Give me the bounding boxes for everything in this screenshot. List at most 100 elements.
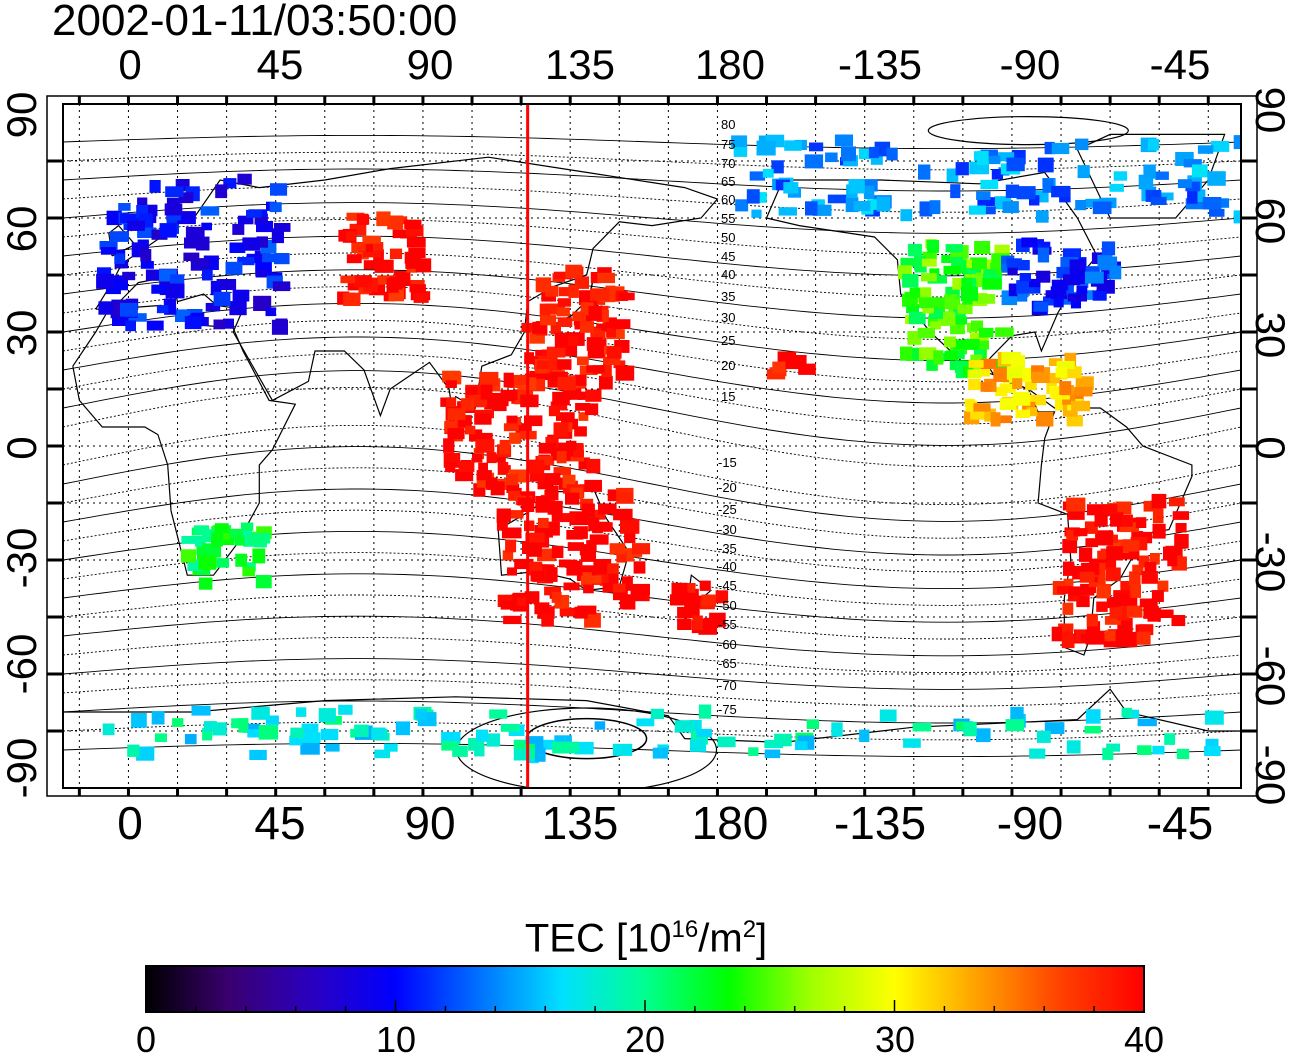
tec-cell xyxy=(1102,504,1118,515)
tec-cell xyxy=(944,351,959,361)
tec-cell xyxy=(603,356,621,365)
tec-cell xyxy=(1112,630,1123,643)
tec-cell xyxy=(652,747,668,759)
tec-cell xyxy=(811,199,825,209)
tec-cell xyxy=(255,269,268,278)
tec-cell xyxy=(164,203,183,216)
tec-cell xyxy=(960,286,978,302)
tec-cell xyxy=(562,388,582,400)
north-magnetic-pole-contour xyxy=(927,116,1129,146)
tec-cell xyxy=(255,259,272,273)
tec-cell xyxy=(349,223,367,236)
tec-cell xyxy=(1005,184,1020,198)
tec-cell xyxy=(812,204,832,216)
tec-cell xyxy=(968,378,981,391)
tec-cell xyxy=(941,254,954,263)
tec-cell xyxy=(1202,197,1222,210)
tec-cell xyxy=(374,749,390,759)
contour-label: 55 xyxy=(721,211,736,226)
tec-cell xyxy=(605,317,617,333)
tec-cell xyxy=(256,236,268,248)
bottom-lon-tick: 45 xyxy=(254,797,306,849)
tec-cell xyxy=(232,223,245,235)
colorbar-title-unit-exponent: 2 xyxy=(742,916,757,943)
tec-cell xyxy=(967,369,982,379)
tec-cell xyxy=(973,403,991,412)
tec-cell xyxy=(970,257,987,270)
tec-cell xyxy=(1008,283,1021,297)
tec-cell xyxy=(506,473,518,486)
tec-cell xyxy=(601,364,612,378)
tec-cell xyxy=(541,613,554,627)
tec-cell xyxy=(690,739,707,752)
tec-cell xyxy=(619,594,632,610)
tec-cell xyxy=(1048,358,1063,366)
tec-cell xyxy=(696,728,712,738)
tec-cell xyxy=(968,205,986,215)
magnetic-latitude-contour xyxy=(63,202,1241,234)
tec-cell xyxy=(1204,746,1221,756)
tec-cell xyxy=(1071,400,1091,412)
tec-cell xyxy=(513,374,527,385)
tec-cell xyxy=(999,415,1012,424)
tec-cell xyxy=(503,423,519,432)
tec-cell xyxy=(300,740,320,755)
tec-cell xyxy=(1057,586,1072,594)
tec-cell xyxy=(140,249,152,262)
tec-cell xyxy=(1068,592,1079,602)
contour-label: -35 xyxy=(718,541,737,556)
tec-cell xyxy=(165,186,184,197)
tec-cell xyxy=(164,307,177,315)
tec-cell xyxy=(505,510,524,519)
tec-cell xyxy=(200,206,220,216)
tec-cell xyxy=(466,386,478,395)
tec-cell xyxy=(545,303,566,315)
bottom-lon-tick: -90 xyxy=(996,797,1064,849)
tec-cell xyxy=(624,531,636,544)
tec-cell xyxy=(618,292,635,301)
tec-cell xyxy=(251,706,270,720)
tec-cell xyxy=(479,371,499,386)
tec-cell xyxy=(490,481,505,496)
tec-cell xyxy=(127,744,140,757)
tec-cell xyxy=(210,280,222,296)
tec-cell xyxy=(902,274,919,288)
tec-cell xyxy=(356,213,369,225)
tec-cell xyxy=(537,517,549,529)
tec-cell xyxy=(1169,497,1185,507)
tec-cell xyxy=(957,304,973,315)
tec-cell xyxy=(159,223,177,238)
tec-cell xyxy=(136,205,148,219)
tec-cell xyxy=(963,721,977,737)
tec-cell xyxy=(1058,623,1074,632)
tec-cell xyxy=(114,253,125,264)
tec-cell xyxy=(536,360,549,369)
tec-cell xyxy=(999,398,1017,411)
tec-cell xyxy=(577,356,589,366)
tec-cell xyxy=(578,412,589,421)
tec-cell xyxy=(246,209,262,218)
tec-cell xyxy=(964,339,980,350)
tec-cell xyxy=(1085,709,1101,724)
tec-cell xyxy=(447,427,465,440)
tec-cell xyxy=(1157,580,1169,592)
tec-cell xyxy=(1191,164,1208,178)
colorbar-tick-label: 40 xyxy=(1123,1019,1165,1060)
tec-cell xyxy=(798,363,816,375)
tec-cell xyxy=(879,709,897,722)
tec-cell xyxy=(170,274,185,286)
tec-cell xyxy=(1042,178,1054,193)
tec-cell xyxy=(237,257,255,266)
tec-cell xyxy=(906,304,919,313)
tec-cell xyxy=(542,473,561,485)
tec-cell xyxy=(362,235,381,244)
tec-cell xyxy=(376,211,391,227)
tec-cell xyxy=(338,229,351,242)
tec-cell xyxy=(764,749,781,759)
colorbar xyxy=(145,965,1145,1013)
tec-cell xyxy=(886,147,898,161)
tec-cell xyxy=(404,219,422,230)
tec-cell xyxy=(406,237,426,248)
tec-cell xyxy=(229,528,243,539)
tec-cell xyxy=(127,220,145,231)
